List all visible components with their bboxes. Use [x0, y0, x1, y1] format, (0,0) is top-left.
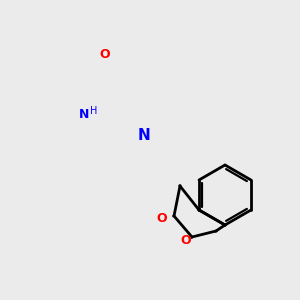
Text: O: O — [100, 47, 110, 61]
Text: N: N — [79, 107, 89, 121]
Text: H: H — [90, 106, 98, 116]
Text: N: N — [138, 128, 150, 142]
Text: O: O — [181, 233, 191, 247]
Text: O: O — [157, 212, 167, 226]
